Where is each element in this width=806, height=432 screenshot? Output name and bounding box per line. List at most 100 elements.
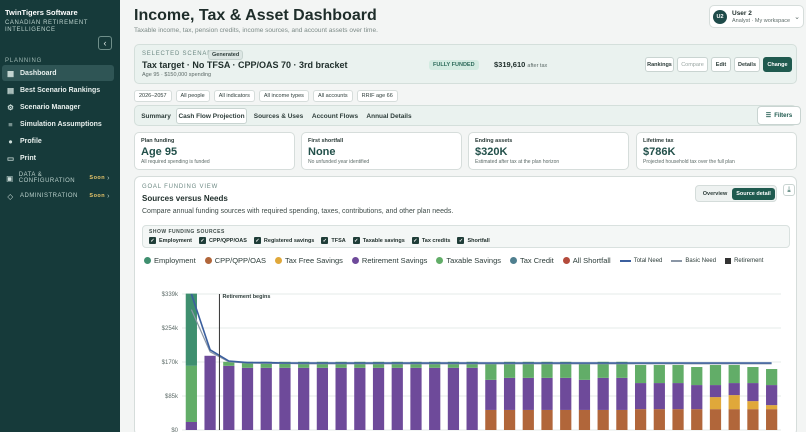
- legend-employment[interactable]: Employment: [144, 256, 196, 265]
- rankings-button[interactable]: Rankings: [645, 57, 674, 72]
- legend-label: Tax Credit: [520, 256, 554, 265]
- bar-segment-retirement-savings: [204, 355, 216, 430]
- user-role: Analyst · My workspace: [732, 17, 791, 24]
- sidebar-group-data-configuration[interactable]: ▣ DATA & CONFIGURATION Soon ›: [2, 170, 114, 186]
- bar-segment-tax-free-savings: [747, 401, 759, 410]
- bar-segment-cpp-qpp-oas: [634, 409, 647, 430]
- filter-chip-income-types[interactable]: All income types: [258, 90, 309, 102]
- tab-cash-flow-projection[interactable]: Cash Flow Projection: [176, 108, 247, 124]
- legend-swatch: [619, 259, 631, 262]
- checkbox-tfsa[interactable]: ✓ TFSA: [321, 237, 346, 244]
- legend-swatch: [562, 257, 570, 264]
- checkbox-tax-credits[interactable]: ✓ Tax credits: [411, 237, 451, 244]
- sidebar-item-dashboard[interactable]: ▦ Dashboard: [2, 65, 114, 81]
- legend-retirement-savings[interactable]: Retirement Savings: [351, 256, 427, 265]
- bar-segment-taxable-savings: [372, 361, 385, 368]
- bar-segment-retirement-savings: [653, 383, 665, 410]
- checkbox-cpp-qpp-oas[interactable]: ✓ CPP/QPP/OAS: [199, 237, 247, 244]
- legend-basic-need[interactable]: Basic Need: [671, 258, 716, 264]
- checkbox-label: Tax credits: [421, 237, 451, 244]
- filter-chip-accounts[interactable]: All accounts: [312, 90, 353, 102]
- funded-status-badge: FULLY FUNDED: [429, 60, 479, 70]
- check-icon: ✓: [457, 237, 465, 244]
- bar-segment-retirement-savings: [241, 367, 254, 430]
- legend-label: Taxable Savings: [446, 256, 501, 265]
- sidebar-item-rankings[interactable]: ▤ Best Scenario Rankings: [2, 82, 114, 98]
- bar-segment-taxable-savings: [597, 361, 609, 378]
- bar-segment-taxable-savings: [634, 365, 647, 384]
- source-detail-toggle[interactable]: Source detail: [732, 188, 775, 200]
- generated-badge: Generated: [208, 50, 244, 60]
- change-button[interactable]: Change: [763, 57, 792, 72]
- tab-annual-details[interactable]: Annual Details: [366, 112, 412, 120]
- stat-label: Plan funding: [141, 138, 175, 144]
- y-tick-label: $339k: [162, 292, 179, 298]
- tab-summary[interactable]: Summary: [141, 112, 171, 120]
- bar-segment-cpp-qpp-oas: [747, 409, 759, 430]
- bar-segment-taxable-savings: [672, 365, 684, 384]
- checkbox-employment[interactable]: ✓ Employment: [149, 237, 192, 244]
- scenario-title: Tax target · No TFSA · CPP/OAS 70 · 3rd …: [142, 60, 348, 70]
- checkbox-taxable-savings[interactable]: ✓ Taxable savings: [352, 237, 405, 244]
- bar-segment-taxable-savings: [766, 369, 778, 386]
- bar-segment-retirement-savings: [560, 377, 572, 410]
- legend-tax-free-savings[interactable]: Tax Free Savings: [274, 256, 343, 265]
- bar-segment-retirement-savings: [691, 385, 703, 410]
- legend-tax-credit[interactable]: Tax Credit: [510, 256, 554, 265]
- user-menu[interactable]: U2 User 2 Analyst · My workspace ⌄: [709, 5, 804, 28]
- bar-segment-taxable-savings: [522, 361, 534, 378]
- chevron-right-icon: ›: [107, 192, 110, 200]
- scenario-meta: Age 95 · $150,000 spending: [142, 72, 212, 78]
- sources-vs-needs-chart: $339k $254k $170k $85k $0 Retirement begins: [162, 292, 781, 432]
- bar-segment-retirement-savings: [578, 379, 591, 410]
- details-button[interactable]: Details: [734, 57, 760, 72]
- bar-segment-taxable-savings: [223, 361, 235, 366]
- check-icon: ✓: [321, 237, 329, 244]
- tab-sources-uses[interactable]: Sources & Uses: [253, 112, 304, 120]
- view-tabs: Summary Cash Flow Projection Sources & U…: [134, 105, 797, 126]
- legend-retirement[interactable]: Retirement: [725, 257, 763, 264]
- download-button[interactable]: ⤓: [783, 184, 795, 196]
- filter-chip-years[interactable]: 2026–2057: [134, 90, 172, 102]
- bar-segment-retirement-savings: [709, 385, 722, 398]
- overview-toggle[interactable]: Overview: [702, 191, 728, 197]
- checkbox-label: Taxable savings: [362, 237, 405, 244]
- sidebar-item-profile[interactable]: ● Profile: [2, 133, 114, 149]
- bar-segment-retirement-savings: [522, 377, 534, 410]
- filter-chip-people[interactable]: All people: [175, 90, 210, 102]
- legend-swatch: [351, 257, 359, 264]
- legend-label: All Shortfall: [572, 256, 611, 265]
- legend-cpp-qpp-oas[interactable]: CPP/QPP/OAS: [204, 256, 266, 265]
- amount-suffix: after tax: [527, 63, 548, 69]
- legend-taxable-savings[interactable]: Taxable Savings: [436, 256, 501, 265]
- filter-chip-indicators[interactable]: All indicators: [213, 90, 255, 102]
- sidebar-item-scenario-manager[interactable]: ⚙ Scenario Manager: [2, 99, 114, 115]
- checkbox-shortfall[interactable]: ✓ Shortfall: [457, 237, 490, 244]
- bar-segment-taxable-savings: [485, 363, 497, 380]
- compare-button[interactable]: Compare: [677, 57, 708, 72]
- checkbox-registered-savings[interactable]: ✓ Registered savings: [253, 237, 314, 244]
- bar-segment-taxable-savings: [691, 367, 703, 386]
- retirement-annotation: Retirement begins: [222, 294, 270, 300]
- sidebar-item-label: Best Scenario Rankings: [20, 86, 101, 94]
- legend-all-shortfall[interactable]: All Shortfall: [562, 256, 611, 265]
- bar-segment-taxable-savings: [447, 361, 460, 368]
- bar-segment-retirement-savings: [747, 383, 759, 402]
- bar-segment-retirement-savings: [298, 367, 310, 430]
- filters-button-label: Filters: [774, 112, 793, 119]
- goal-title: Sources versus Needs: [142, 194, 228, 203]
- stat-note: No unfunded year identified: [308, 159, 370, 165]
- bar-segment-cpp-qpp-oas: [522, 409, 534, 430]
- bar-segment-taxable-savings: [335, 361, 347, 368]
- edit-button[interactable]: Edit: [711, 57, 731, 72]
- sidebar-item-print[interactable]: ▭ Print: [2, 150, 114, 166]
- collapse-sidebar-button[interactable]: ‹: [98, 36, 112, 50]
- sidebar-group-administration[interactable]: ◇ ADMINISTRATION Soon ›: [2, 188, 114, 204]
- legend-total-need[interactable]: Total Need: [619, 258, 662, 264]
- filters-button[interactable]: ☰ Filters: [757, 106, 801, 125]
- sidebar-item-simulation-assumptions[interactable]: ≡ Simulation Assumptions: [2, 116, 114, 132]
- bar-segment-taxable-savings: [653, 365, 665, 384]
- filter-chip-rrif-age[interactable]: RRIF age 66: [356, 90, 398, 102]
- tab-account-flows[interactable]: Account Flows: [311, 112, 359, 120]
- user-icon: ●: [8, 136, 13, 146]
